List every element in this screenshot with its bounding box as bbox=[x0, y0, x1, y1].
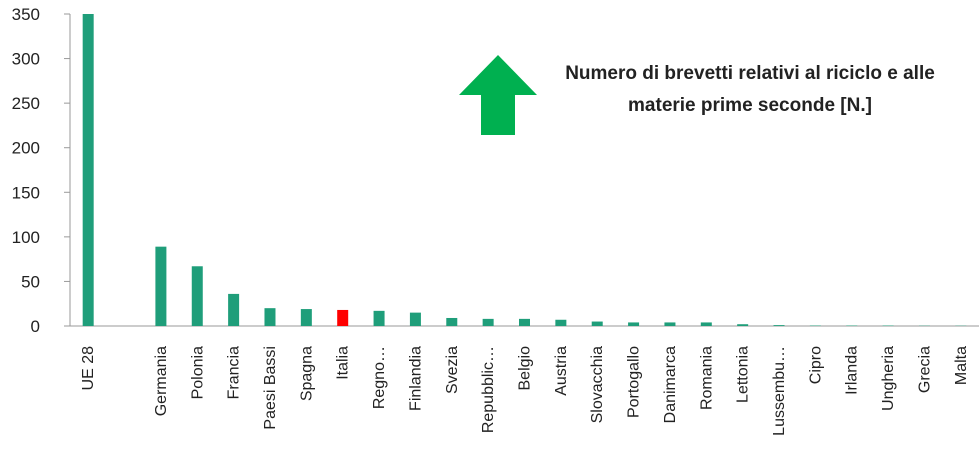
bar bbox=[83, 14, 94, 326]
category-label: Austria bbox=[553, 346, 570, 396]
category-label: Lussembu… bbox=[771, 346, 788, 436]
category-label: Lettonia bbox=[735, 346, 752, 403]
y-tick-label: 100 bbox=[12, 228, 40, 247]
y-tick-label: 250 bbox=[12, 94, 40, 113]
category-label: Danimarca bbox=[662, 346, 679, 423]
y-tick-label: 50 bbox=[21, 272, 40, 291]
x-axis-categories: UE 28 Germania Polonia Francia Paesi Bassi Sp… bbox=[80, 346, 970, 436]
category-label: Polonia bbox=[189, 346, 206, 399]
bar bbox=[555, 320, 566, 326]
bar bbox=[192, 266, 203, 326]
bar bbox=[628, 322, 639, 326]
bar bbox=[337, 310, 348, 326]
bar bbox=[301, 309, 312, 326]
category-label: Regno… bbox=[371, 346, 388, 409]
bar bbox=[228, 294, 239, 326]
category-label: Germania bbox=[153, 346, 170, 416]
bar bbox=[774, 325, 785, 326]
y-tick-label: 0 bbox=[31, 317, 40, 336]
bar bbox=[446, 318, 457, 326]
bar bbox=[664, 322, 675, 326]
bar bbox=[264, 308, 275, 326]
y-tick-label: 300 bbox=[12, 50, 40, 69]
bar bbox=[374, 311, 385, 326]
category-label: Spagna bbox=[298, 346, 315, 401]
category-label: Svezia bbox=[444, 346, 461, 394]
category-label: Ungheria bbox=[880, 346, 897, 411]
category-label: Paesi Bassi bbox=[262, 346, 279, 430]
category-label: Portogallo bbox=[626, 346, 643, 418]
category-label: Grecia bbox=[916, 346, 933, 393]
bar bbox=[483, 319, 494, 326]
y-tick-label: 150 bbox=[12, 183, 40, 202]
bar bbox=[592, 322, 603, 326]
bar bbox=[519, 319, 530, 326]
bar bbox=[410, 313, 421, 326]
category-label: Romania bbox=[698, 346, 715, 410]
y-tick-label: 350 bbox=[12, 5, 40, 24]
category-label: Belgio bbox=[517, 346, 534, 391]
category-label: Slovacchia bbox=[589, 346, 606, 423]
chart-annotation: Numero di brevetti relativi al riciclo e… bbox=[540, 58, 960, 122]
up-arrow-icon bbox=[459, 55, 537, 135]
y-tick-label: 200 bbox=[12, 139, 40, 158]
category-label: Malta bbox=[953, 346, 970, 385]
category-label: Repubblic… bbox=[480, 346, 497, 433]
category-label: UE 28 bbox=[80, 346, 97, 391]
y-axis-ticks: 0 50 100 150 200 250 300 350 bbox=[12, 5, 70, 336]
category-label: Italia bbox=[335, 346, 352, 380]
category-label: Francia bbox=[226, 346, 243, 399]
bar bbox=[155, 247, 166, 326]
bar bbox=[737, 324, 748, 326]
category-label: Cipro bbox=[807, 346, 824, 384]
category-label: Finlandia bbox=[407, 346, 424, 411]
bar bbox=[701, 322, 712, 326]
category-label: Irlanda bbox=[844, 346, 861, 395]
